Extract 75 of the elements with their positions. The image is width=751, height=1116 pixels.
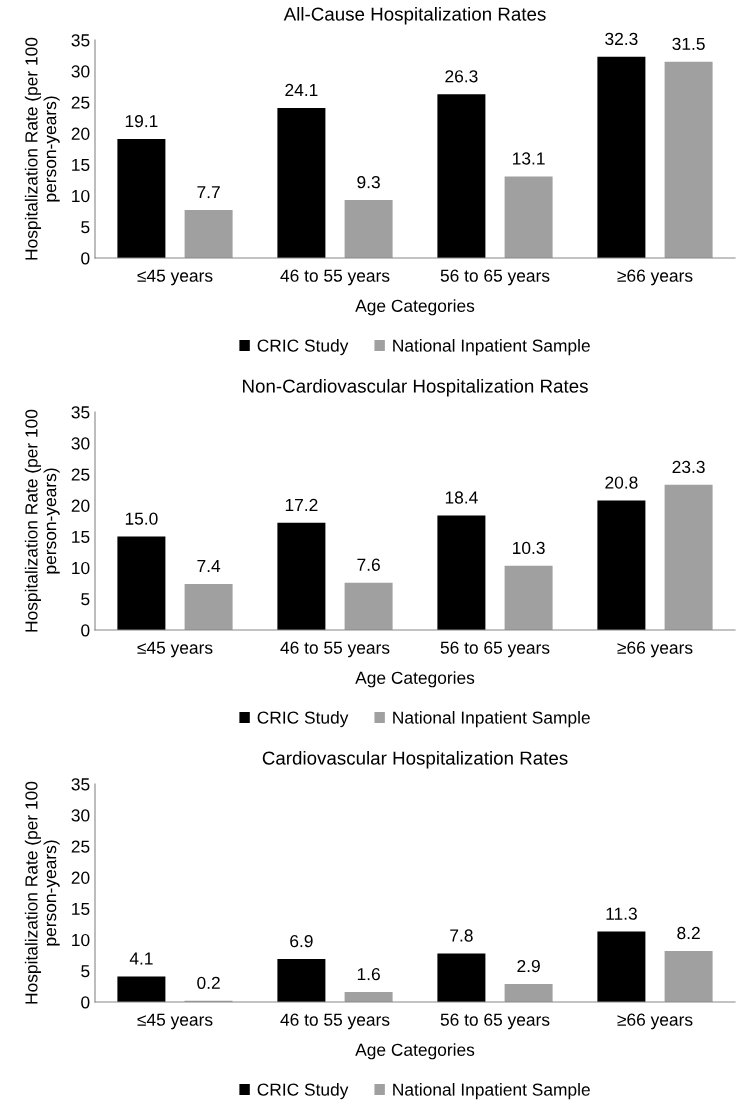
y-tick-label: 25 [71,468,90,481]
y-axis-title: Hospitalization Rate (per 100 person-years) [24,781,60,1004]
y-tick-label: 20 [71,871,90,884]
data-label: 9.3 [357,176,380,189]
data-label: 0.2 [197,976,220,989]
y-tick-label: 10 [72,189,90,203]
legend-label: National Inpatient Sample [393,711,590,728]
data-label: 26.3 [445,70,478,83]
y-tick-label: 25 [71,96,90,109]
y-tick-label: 35 [71,778,90,791]
y-tick-label: 5 [81,965,90,978]
y-tick-label: 35 [71,406,90,419]
chart-title: All-Cause Hospitalization Rates [283,6,546,25]
x-tick-label: 46 to 55 years [280,641,390,658]
x-axis-title: Age Categories [355,299,475,316]
data-label: 1.6 [357,967,380,981]
data-label: 17.2 [285,498,318,511]
data-label: 18.4 [445,491,478,504]
legend-label: CRIC Study [257,339,349,356]
y-tick-label: 5 [81,221,90,234]
data-label: 13.1 [513,152,545,165]
data-label: 7.4 [197,560,221,572]
x-tick-label: 46 to 55 years [280,269,390,286]
x-tick-label: 56 to 65 years [440,269,550,286]
data-label: 11.3 [606,907,637,920]
x-tick-label: ≤45 years [137,269,213,286]
x-tick-label: ≤45 years [137,1013,213,1030]
x-tick-label: ≥66 years [617,1013,693,1030]
y-tick-label: 20 [71,127,90,140]
chart-title: Cardiovascular Hospitalization Rates [262,750,568,769]
y-tick-label: 5 [81,593,90,606]
y-tick-label: 25 [71,840,90,853]
legend-label: CRIC Study [257,711,349,728]
x-tick-label: 46 to 55 years [280,1013,390,1030]
data-label: 20.8 [605,476,638,489]
data-label: 8.2 [677,926,700,940]
y-tick-label: 10 [72,933,90,947]
x-tick-label: 56 to 65 years [440,1013,550,1030]
data-label: 10.3 [513,541,545,555]
legend-label: National Inpatient Sample [393,339,590,356]
y-axis-title: Hospitalization Rate (per 100 person-years) [24,37,60,260]
data-label: 15.0 [125,512,158,525]
y-tick-label: 20 [71,499,90,512]
y-tick-label: 15 [72,902,90,916]
y-tick-label: 35 [71,34,90,47]
data-label: 7.8 [450,929,473,942]
data-label: 7.7 [197,186,220,199]
data-label: 7.6 [357,558,380,571]
x-tick-label: ≥66 years [617,269,693,286]
data-label: 31.5 [672,37,705,51]
y-tick-label: 30 [71,437,90,450]
y-axis-title: Hospitalization Rate (per 100 person-years) [24,409,60,632]
data-label: 19.1 [125,114,158,128]
y-tick-label: 0 [81,996,90,1009]
y-tick-label: 15 [72,530,90,544]
y-tick-label: 15 [72,158,90,172]
data-label: 2.9 [517,959,540,973]
y-tick-label: 30 [71,65,90,78]
chart-title: Non-Cardiovascular Hospitalization Rates [243,378,588,397]
x-axis-title: Age Categories [355,1043,475,1060]
data-label: 6.9 [290,934,313,948]
y-tick-label: 0 [81,624,90,637]
data-label: 4.1 [129,952,153,965]
x-axis-title: Age Categories [355,671,475,688]
data-label: 24.1 [285,83,318,96]
x-tick-label: ≤45 years [137,641,213,658]
y-tick-label: 30 [71,809,90,822]
y-tick-label: 0 [81,252,90,265]
y-tick-label: 10 [72,561,90,575]
x-tick-label: ≥66 years [617,641,693,658]
legend-label: CRIC Study [257,1083,349,1100]
x-tick-label: 56 to 65 years [440,641,550,658]
data-label: 23.3 [672,460,705,474]
data-label: 32.3 [605,32,638,46]
legend-label: National Inpatient Sample [393,1083,590,1100]
